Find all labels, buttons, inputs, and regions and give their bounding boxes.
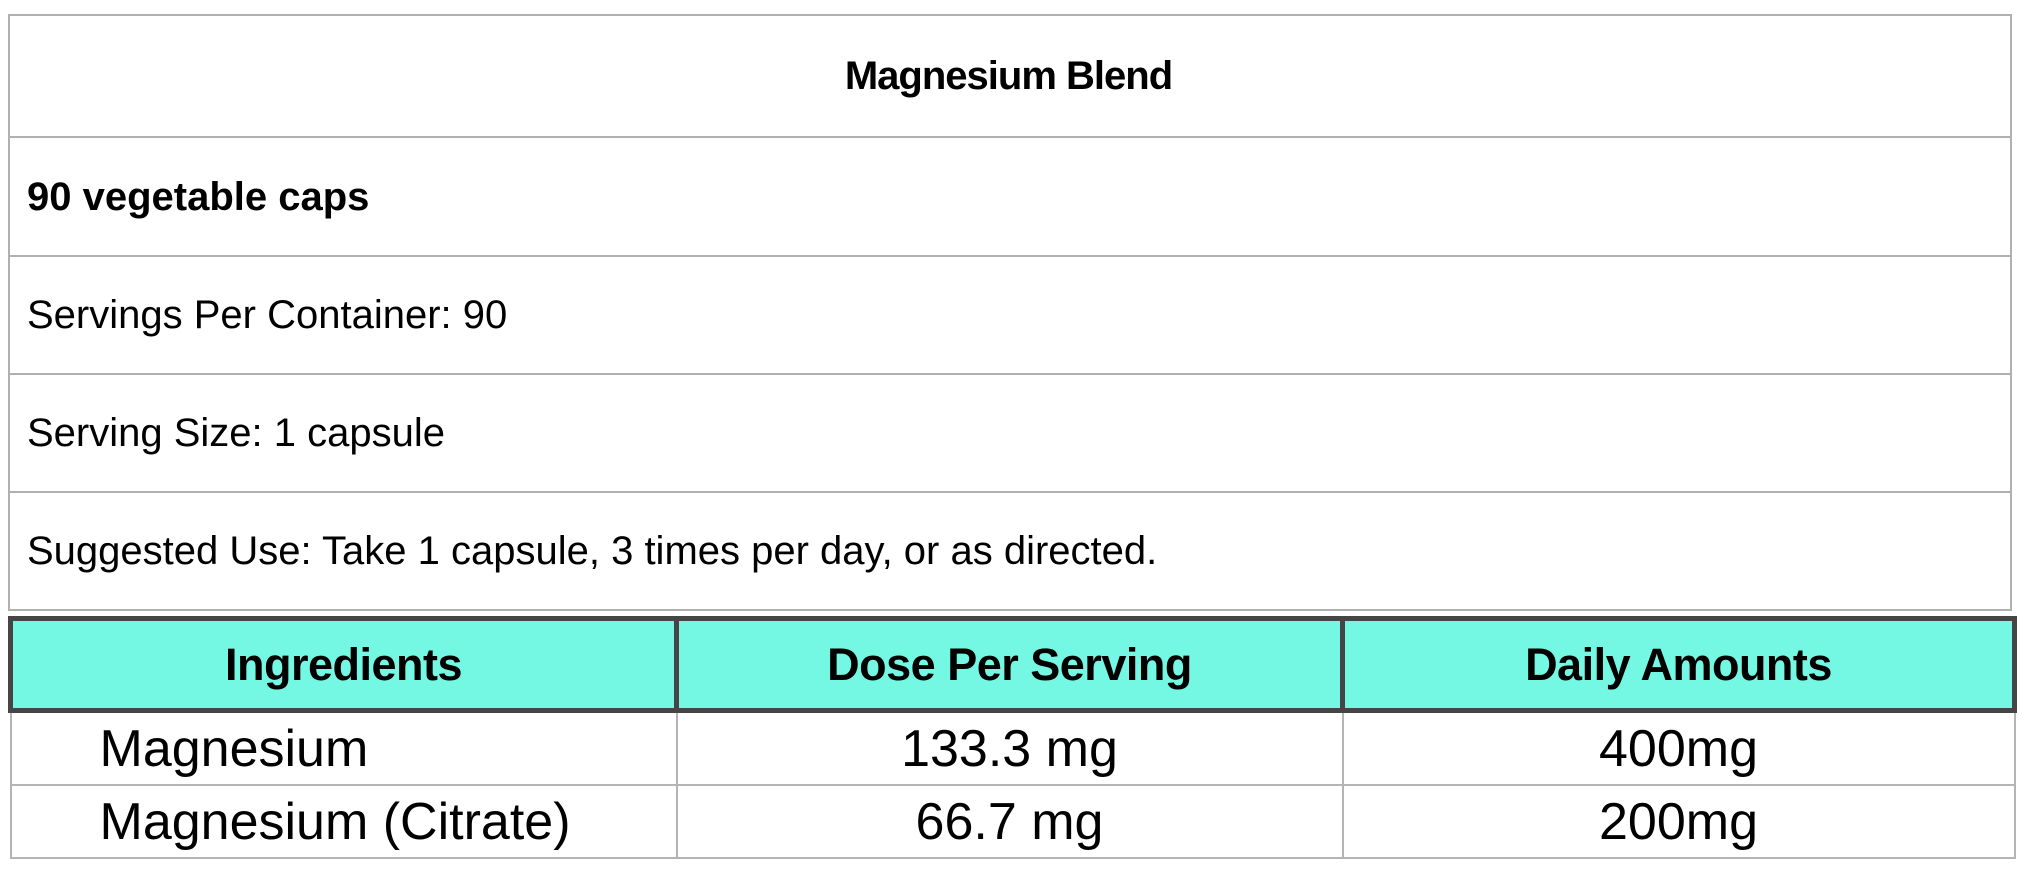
servings-per-container: Servings Per Container: 90 — [8, 255, 2012, 375]
daily-amount-value: 400mg — [1341, 709, 2016, 786]
daily-amount-value: 200mg — [1341, 784, 2016, 859]
ingredient-name: Magnesium — [9, 709, 678, 786]
dose-per-serving-value: 133.3 mg — [675, 709, 1344, 786]
table-row: Suggested Use: Take 1 capsule, 3 times p… — [8, 491, 2012, 611]
ingredients-table: Ingredients Dose Per Serving Daily Amoun… — [8, 616, 2017, 859]
suggested-use: Suggested Use: Take 1 capsule, 3 times p… — [8, 491, 2012, 611]
table-row: Serving Size: 1 capsule — [8, 373, 2012, 493]
table-row: Magnesium 133.3 mg 400mg — [9, 709, 2016, 786]
ingredients-header-row: Ingredients Dose Per Serving Daily Amoun… — [8, 616, 2017, 713]
product-title: Magnesium Blend — [8, 14, 2012, 138]
dose-per-serving-value: 66.7 mg — [675, 784, 1344, 859]
serving-size: Serving Size: 1 capsule — [8, 373, 2012, 493]
column-header-daily-amounts: Daily Amounts — [1340, 616, 2017, 713]
column-header-ingredients: Ingredients — [8, 616, 679, 713]
table-row: Magnesium Blend — [8, 14, 2012, 138]
ingredient-name: Magnesium (Citrate) — [9, 784, 678, 859]
product-quantity: 90 vegetable caps — [8, 136, 2012, 257]
table-row: Magnesium (Citrate) 66.7 mg 200mg — [9, 784, 2016, 859]
table-row: 90 vegetable caps — [8, 136, 2012, 257]
product-info-table: Magnesium Blend 90 vegetable caps Servin… — [8, 14, 2012, 611]
column-header-dose-per-serving: Dose Per Serving — [674, 616, 1345, 713]
table-row: Servings Per Container: 90 — [8, 255, 2012, 375]
